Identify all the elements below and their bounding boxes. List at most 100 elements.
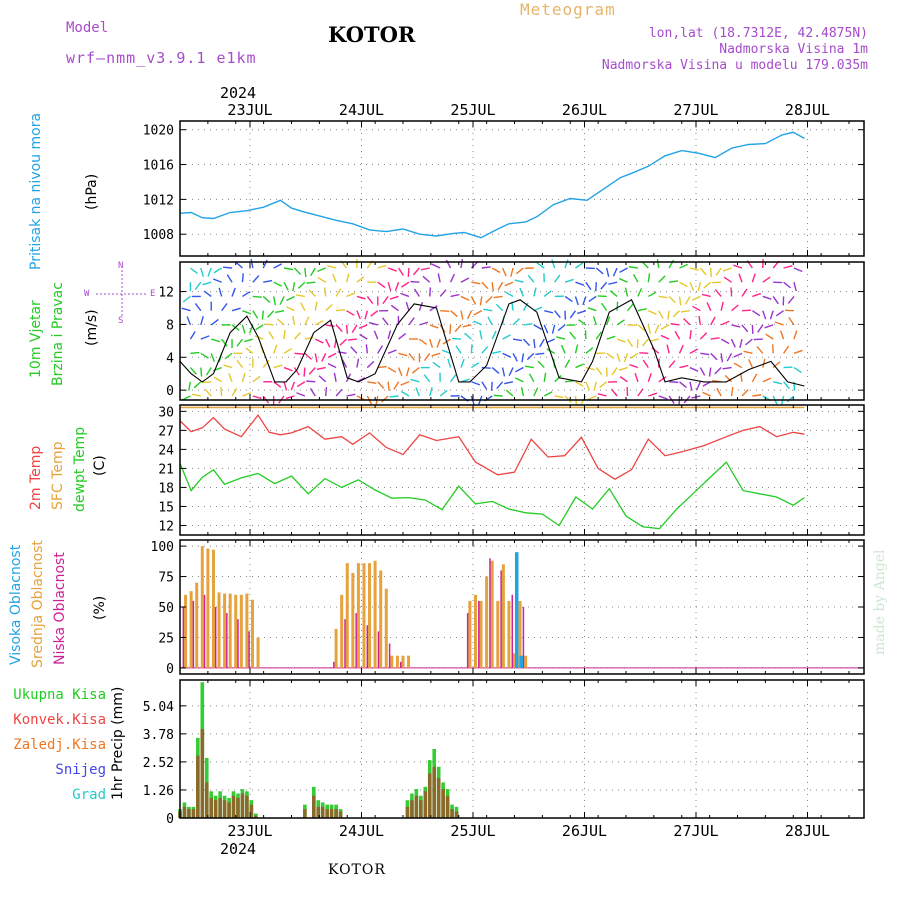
- model-name: wrf–nmm_v3.9.1 e1km: [66, 49, 257, 67]
- conv-precip-bar: [450, 809, 454, 818]
- x-top-date-label: 27JUL: [673, 101, 718, 119]
- wind-barb: [346, 310, 355, 316]
- wind-barb: [283, 281, 289, 291]
- wind-barb: [679, 364, 689, 369]
- low-cloud-bar: [248, 631, 250, 668]
- wind-barb: [546, 348, 555, 354]
- wind-barb: [211, 338, 221, 343]
- wind-barb: [762, 295, 772, 300]
- wind-barb: [578, 319, 587, 326]
- wind-barb: [733, 352, 743, 358]
- wind-barb: [679, 263, 689, 269]
- mid-cloud-bar: [200, 546, 204, 668]
- x-bottom-year-label: 2024: [220, 840, 256, 858]
- wind-barb: [401, 281, 410, 288]
- wind-barb: [220, 386, 223, 397]
- wind-barb: [304, 336, 314, 340]
- mid-cloud-bar: [228, 593, 232, 668]
- x-bottom-date-label: 27JUL: [673, 822, 718, 840]
- wind-barb: [515, 267, 524, 275]
- frame-layer: [179, 120, 865, 819]
- mid-cloud-bar: [379, 570, 383, 668]
- mid-cloud-bar: [206, 548, 210, 668]
- wind-barb: [658, 295, 668, 299]
- mid-cloud-bar: [468, 600, 472, 668]
- wind-barb: [528, 373, 535, 383]
- wind-barb: [702, 391, 712, 397]
- wind-barb: [252, 275, 260, 283]
- wind-barb: [223, 364, 233, 369]
- wind-barb: [189, 267, 199, 274]
- wind-barb: [546, 338, 555, 344]
- lonlat-label: lon,lat (18.7312E, 42.4875N): [648, 26, 868, 41]
- wind-barb: [600, 281, 608, 290]
- wind-barb: [786, 395, 795, 403]
- wind-barb: [479, 330, 483, 340]
- wind-barb: [647, 273, 651, 283]
- wind-barb: [447, 358, 452, 368]
- conv-precip-bar: [427, 773, 432, 818]
- temp-2m-line: [179, 413, 805, 480]
- wind-barb: [470, 344, 473, 354]
- conv-precip-bar: [209, 797, 214, 818]
- wind-barb: [273, 344, 278, 354]
- mid-cloud-bar: [373, 560, 377, 668]
- wind-barb: [658, 395, 668, 400]
- conv-precip-bar: [191, 809, 196, 818]
- wind-barb: [691, 295, 701, 301]
- product-title: Meteogram: [520, 0, 616, 19]
- wind-barb: [351, 324, 358, 333]
- y-tick-label: 50: [158, 601, 174, 616]
- wind-barb: [423, 374, 431, 383]
- wind-barb: [231, 287, 236, 297]
- conv-precip-bar: [441, 789, 445, 818]
- wind-barb: [250, 259, 254, 269]
- low-cloud-bar: [500, 570, 502, 668]
- wind-barb: [327, 352, 337, 359]
- y-tick-label: 12: [158, 286, 174, 301]
- x-bottom-date-label: 26JUL: [562, 822, 607, 840]
- wind-barb: [710, 316, 716, 326]
- mid-cloud-bar: [345, 563, 349, 668]
- wind-barb: [429, 387, 433, 397]
- wind-barb: [191, 393, 201, 397]
- wind-barb: [585, 281, 592, 291]
- panel-frame: [179, 679, 865, 819]
- wind-barb: [382, 296, 389, 305]
- wind-barb: [595, 367, 603, 375]
- wind-barb: [223, 266, 233, 269]
- y-tick-label: 12: [158, 519, 174, 534]
- wind-barb: [408, 352, 416, 361]
- conv-precip-bar: [329, 809, 334, 818]
- wind-barb: [554, 375, 562, 383]
- wind-barb: [660, 324, 670, 330]
- wind-barb: [460, 277, 470, 283]
- wind-barb: [557, 324, 566, 332]
- wind-barb: [666, 344, 670, 354]
- wind-barb: [252, 375, 261, 383]
- wind-barb: [658, 376, 667, 383]
- wind-barb: [689, 330, 692, 340]
- wind-barb: [335, 288, 342, 297]
- wind-barb: [628, 266, 638, 269]
- wind-barb: [431, 263, 441, 269]
- wind-barb: [471, 281, 481, 285]
- wind-barb: [231, 387, 238, 397]
- conv-precip-bar: [240, 793, 245, 818]
- wind-barb: [387, 267, 397, 272]
- wind-barb: [236, 359, 243, 368]
- x-top-date-label: 26JUL: [562, 101, 607, 119]
- low-cloud-bar: [192, 600, 195, 668]
- mid-cloud-bar: [189, 591, 193, 668]
- wind-barb: [519, 287, 525, 297]
- wind-barb: [415, 387, 421, 397]
- wind-barb: [224, 352, 233, 360]
- wind-barb: [521, 353, 525, 363]
- wind-barb: [544, 309, 554, 314]
- wind-barb: [564, 295, 573, 303]
- wind-barb: [674, 330, 681, 340]
- pressure-unit-label: (hPa): [84, 173, 100, 210]
- wind-barb: [182, 295, 191, 303]
- wind-barb: [408, 317, 415, 326]
- conv-precip-bar: [432, 766, 437, 818]
